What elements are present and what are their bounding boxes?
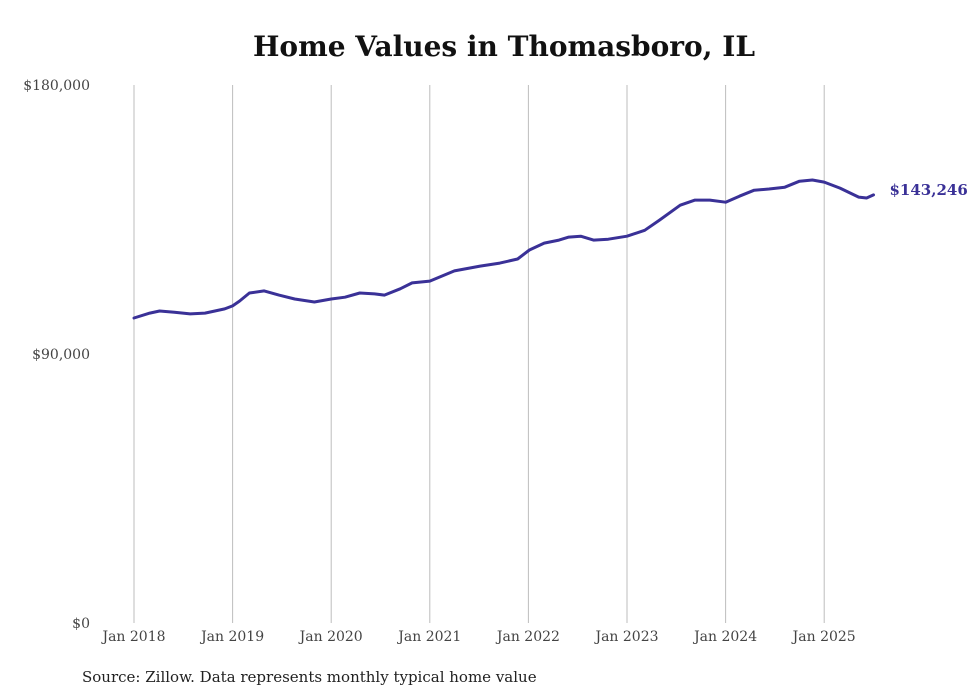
y-tick-label: $90,000 [32,347,90,363]
y-tick-label: $180,000 [23,78,90,94]
x-tick-label: Jan 2020 [298,629,363,645]
series-line [132,178,875,320]
x-tick-label: Jan 2019 [199,629,264,645]
x-tick-label: Jan 2024 [692,629,757,645]
x-tick-label: Jan 2021 [396,629,461,645]
y-tick-label: $0 [72,616,90,632]
x-tick-label: Jan 2023 [593,629,658,645]
x-tick-label: Jan 2018 [100,629,165,645]
x-tick-label: Jan 2022 [495,629,560,645]
chart-title: Home Values in Thomasboro, IL [252,30,756,63]
end-value-label: $143,246 [890,181,968,199]
source-note: Source: Zillow. Data represents monthly … [82,668,537,686]
x-tick-label: Jan 2025 [791,629,856,645]
